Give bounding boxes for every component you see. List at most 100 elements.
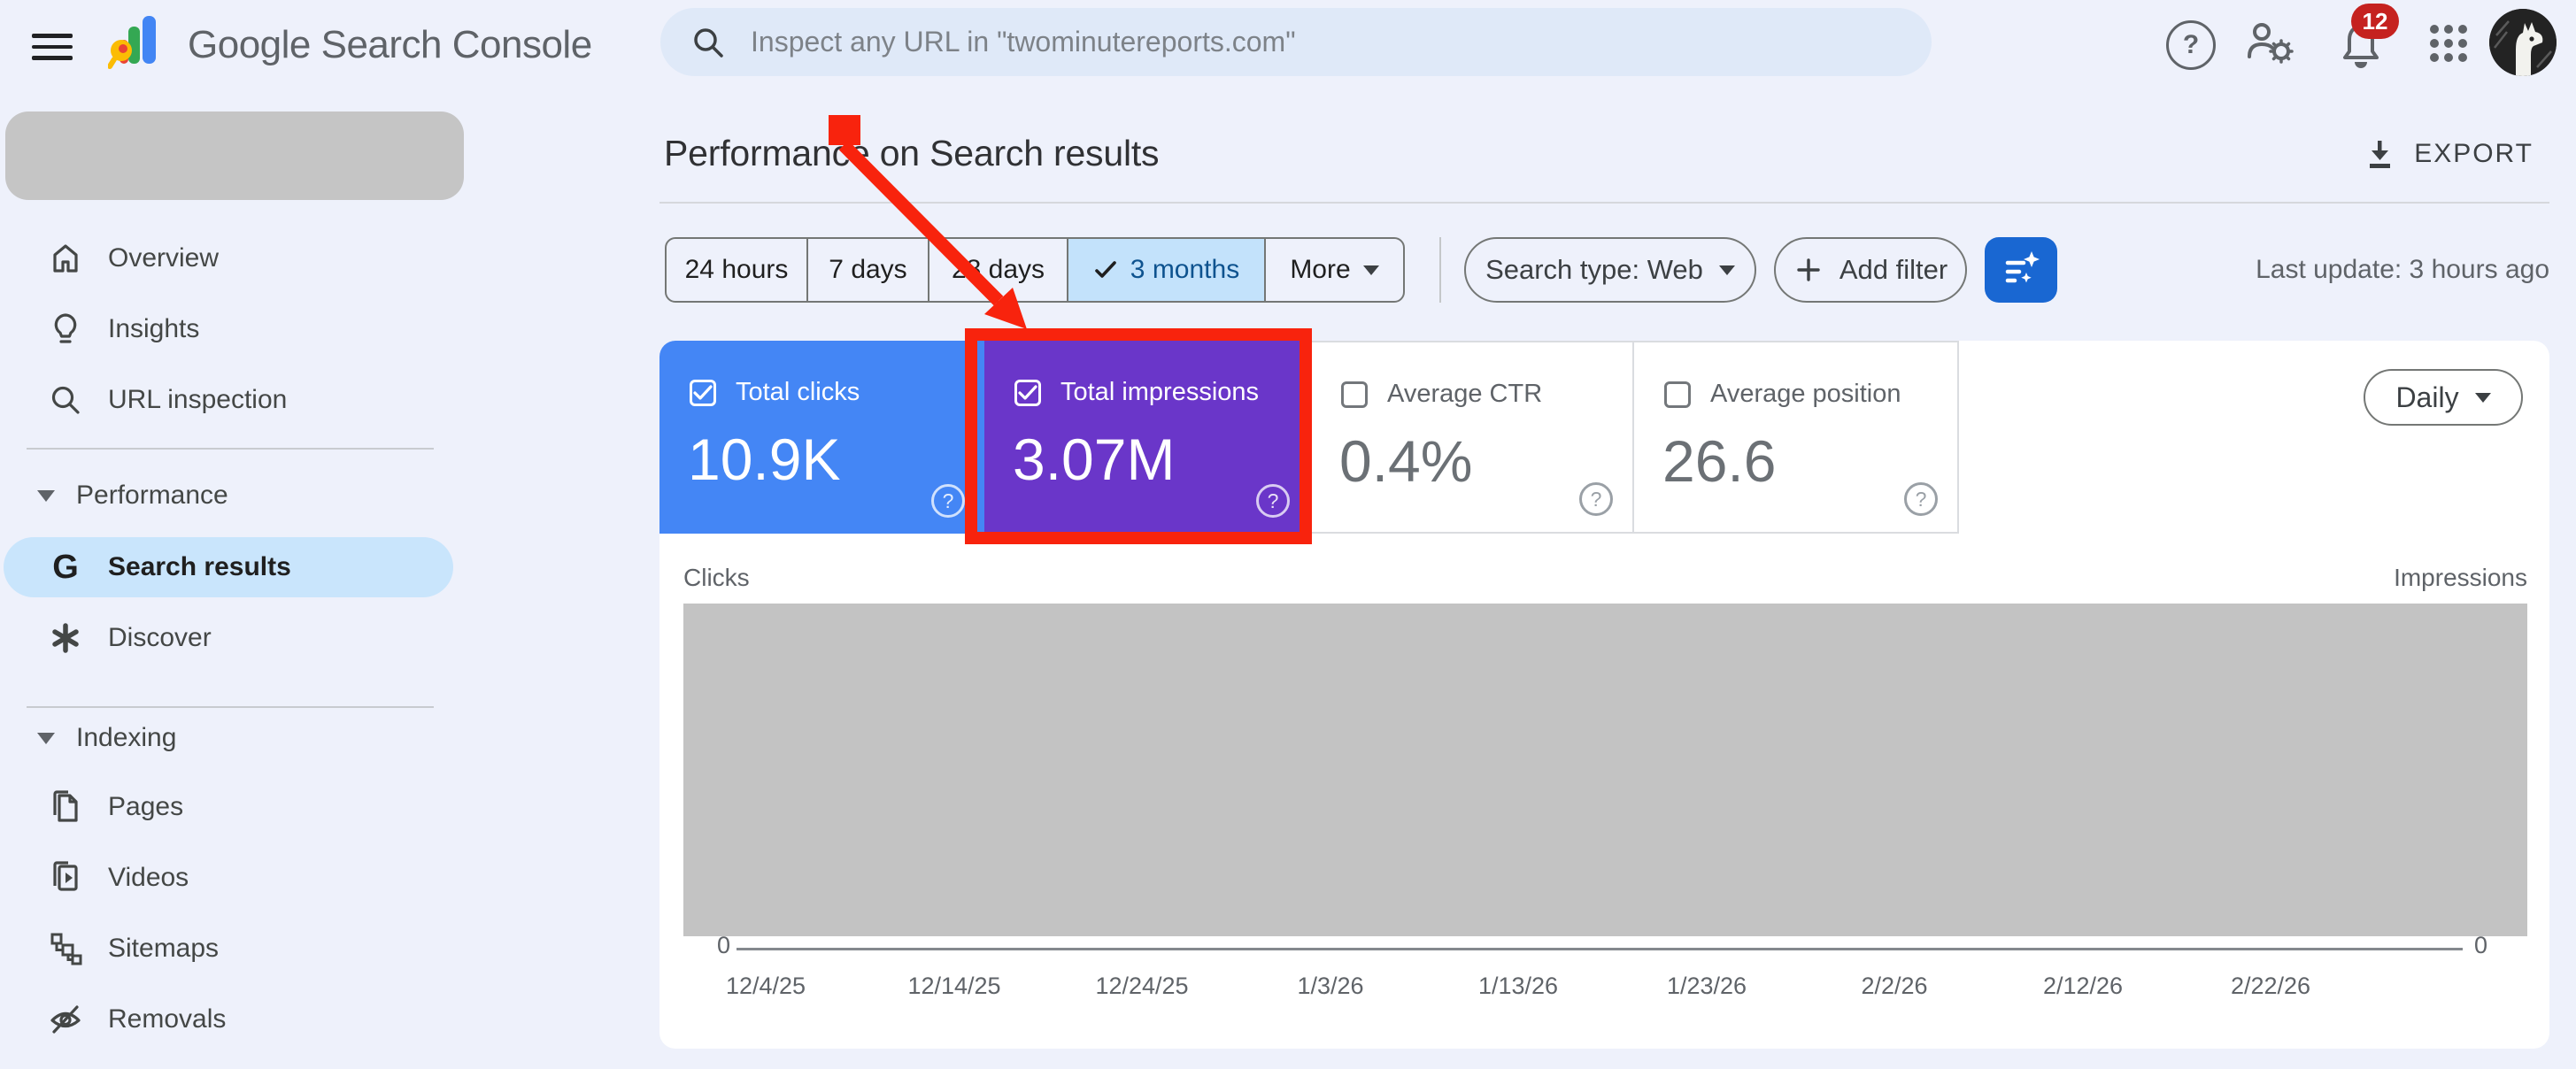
download-icon bbox=[2363, 137, 2396, 171]
chevron-down-icon bbox=[2474, 392, 2491, 403]
help-icon[interactable]: ? bbox=[1579, 482, 1613, 516]
sidebar-item-removals[interactable]: Removals bbox=[0, 992, 469, 1047]
section-label: Performance bbox=[76, 481, 228, 510]
chevron-down-icon bbox=[37, 489, 55, 502]
right-axis-zero: 0 bbox=[2474, 932, 2488, 958]
help-icon[interactable]: ? bbox=[1904, 482, 1938, 516]
checkbox-checked-icon[interactable] bbox=[690, 379, 716, 406]
performance-panel: Total clicks 10.9K ? Total impressions 3… bbox=[659, 341, 2549, 1049]
right-axis-label: Impressions bbox=[2394, 564, 2527, 591]
sidebar-section-performance[interactable]: Performance bbox=[0, 469, 469, 522]
sidebar-item-label: Videos bbox=[108, 863, 189, 892]
search-type-dropdown[interactable]: Search type: Web bbox=[1464, 237, 1756, 303]
x-tick: 2/12/26 bbox=[2042, 973, 2124, 999]
user-settings-icon[interactable] bbox=[2244, 21, 2297, 65]
metric-label: Average position bbox=[1710, 380, 1901, 408]
search-input[interactable] bbox=[749, 7, 1932, 77]
x-tick: 12/14/25 bbox=[907, 973, 1001, 999]
metric-value: 3.07M bbox=[1013, 427, 1176, 492]
pages-icon bbox=[46, 788, 85, 827]
metric-value: 10.9K bbox=[688, 427, 841, 492]
compare-filter-button[interactable] bbox=[1985, 237, 2057, 303]
metric-value: 26.6 bbox=[1662, 428, 1777, 494]
granularity-dropdown[interactable]: Daily bbox=[2364, 369, 2523, 426]
lightbulb-icon bbox=[46, 311, 85, 348]
home-icon bbox=[46, 240, 85, 277]
url-inspect-searchbar[interactable] bbox=[660, 7, 1932, 77]
last-update-text: Last update: 3 hours ago bbox=[2256, 255, 2549, 284]
sidebar-item-sitemaps[interactable]: Sitemaps bbox=[0, 921, 469, 976]
left-axis-label: Clicks bbox=[683, 564, 750, 591]
metric-label: Total clicks bbox=[736, 378, 860, 406]
sidebar-item-videos[interactable]: Videos bbox=[0, 850, 469, 905]
x-tick: 1/3/26 bbox=[1297, 973, 1364, 999]
sidebar-section-indexing[interactable]: Indexing bbox=[0, 711, 469, 765]
x-tick: 12/4/25 bbox=[725, 973, 806, 999]
google-g-icon: G bbox=[52, 548, 79, 586]
sidebar-item-search-results[interactable]: G Search results bbox=[4, 537, 453, 597]
tab-24-hours[interactable]: 24 hours bbox=[684, 255, 789, 284]
divider bbox=[659, 202, 2549, 204]
sidebar-item-pages[interactable]: Pages bbox=[0, 780, 469, 834]
sidebar-item-label: Insights bbox=[108, 314, 200, 343]
sidebar-item-label: Sitemaps bbox=[108, 934, 220, 963]
apps-grid-icon[interactable] bbox=[2427, 22, 2470, 65]
sidebar-divider bbox=[27, 448, 434, 450]
tab-28-days[interactable]: 28 days bbox=[928, 239, 1067, 301]
metric-label: Total impressions bbox=[1060, 378, 1260, 406]
sidebar-item-label: URL inspection bbox=[108, 385, 288, 414]
tab-7-days[interactable]: 7 days bbox=[806, 239, 928, 301]
page-title: Performance on Search results bbox=[664, 133, 1160, 173]
section-label: Indexing bbox=[76, 723, 177, 752]
x-tick: 1/13/26 bbox=[1477, 973, 1559, 999]
avatar[interactable] bbox=[2489, 9, 2557, 76]
tab-more[interactable]: More bbox=[1264, 239, 1403, 301]
total-clicks-card[interactable]: Total clicks 10.9K ? bbox=[659, 341, 984, 534]
total-impressions-card[interactable]: Total impressions 3.07M ? bbox=[984, 341, 1309, 534]
x-tick: 2/22/26 bbox=[2230, 973, 2311, 999]
chevron-down-icon bbox=[1362, 265, 1379, 275]
add-filter-button[interactable]: Add filter bbox=[1774, 237, 1967, 303]
x-tick: 2/2/26 bbox=[1861, 973, 1928, 999]
filter-sparkle-icon bbox=[2000, 249, 2042, 291]
average-position-card[interactable]: Average position 26.6 ? bbox=[1634, 341, 1959, 534]
sidebar-item-label: Overview bbox=[108, 243, 220, 273]
help-icon[interactable]: ? bbox=[2166, 20, 2216, 70]
date-range-tabs: 24 hours 7 days 28 days 3 months More bbox=[665, 237, 1405, 303]
checkbox-unchecked-icon[interactable] bbox=[1341, 381, 1368, 408]
tab-3-months[interactable]: 3 months bbox=[1067, 239, 1264, 301]
sidebar-item-discover[interactable]: Discover bbox=[0, 611, 469, 665]
notification-badge: 12 bbox=[2351, 4, 2399, 39]
chevron-down-icon bbox=[1718, 265, 1735, 275]
sidebar-item-overview[interactable]: Overview bbox=[0, 231, 469, 286]
check-icon bbox=[1093, 259, 1118, 281]
sidebar-item-label: Pages bbox=[108, 792, 184, 821]
export-button[interactable]: EXPORT bbox=[2363, 133, 2534, 175]
help-icon[interactable]: ? bbox=[1256, 484, 1290, 518]
divider bbox=[1439, 237, 1441, 303]
metric-value: 0.4% bbox=[1339, 428, 1473, 494]
videos-icon bbox=[46, 858, 85, 897]
checkbox-checked-icon[interactable] bbox=[1014, 379, 1041, 406]
x-tick: 1/23/26 bbox=[1666, 973, 1747, 999]
redacted-chart-area bbox=[683, 604, 2527, 936]
removals-icon bbox=[46, 1001, 85, 1038]
app-title: Google Search Console bbox=[188, 23, 592, 66]
sidebar-item-label: Removals bbox=[108, 1004, 227, 1034]
x-tick: 12/24/25 bbox=[1095, 973, 1189, 999]
help-icon[interactable]: ? bbox=[931, 484, 965, 518]
search-console-logo-icon bbox=[108, 13, 166, 73]
search-icon bbox=[46, 382, 85, 418]
sitemaps-icon bbox=[46, 930, 85, 967]
menu-icon[interactable] bbox=[32, 27, 73, 62]
sidebar-item-insights[interactable]: Insights bbox=[0, 302, 469, 357]
asterisk-icon bbox=[46, 620, 85, 656]
sidebar-divider bbox=[27, 706, 434, 708]
sidebar-item-label: Discover bbox=[108, 623, 212, 652]
property-selector[interactable] bbox=[5, 112, 464, 200]
average-ctr-card[interactable]: Average CTR 0.4% ? bbox=[1309, 341, 1634, 534]
sidebar-item-url-inspection[interactable]: URL inspection bbox=[0, 373, 469, 427]
sidebar-item-label: Search results bbox=[108, 552, 291, 581]
checkbox-unchecked-icon[interactable] bbox=[1664, 381, 1691, 408]
metric-label: Average CTR bbox=[1387, 380, 1543, 408]
